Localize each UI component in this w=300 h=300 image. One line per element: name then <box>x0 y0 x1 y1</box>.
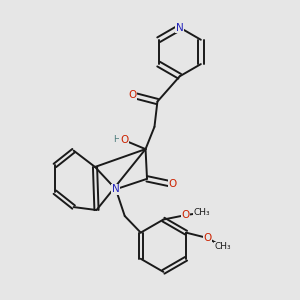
Text: CH₃: CH₃ <box>194 208 210 217</box>
Text: N: N <box>176 22 184 32</box>
Text: O: O <box>168 179 176 189</box>
Text: H: H <box>113 135 120 144</box>
Text: CH₃: CH₃ <box>214 242 231 251</box>
Text: O: O <box>120 135 128 145</box>
Text: O: O <box>203 233 211 243</box>
Text: N: N <box>112 184 120 194</box>
Text: O: O <box>128 90 136 100</box>
Text: O: O <box>182 210 190 220</box>
